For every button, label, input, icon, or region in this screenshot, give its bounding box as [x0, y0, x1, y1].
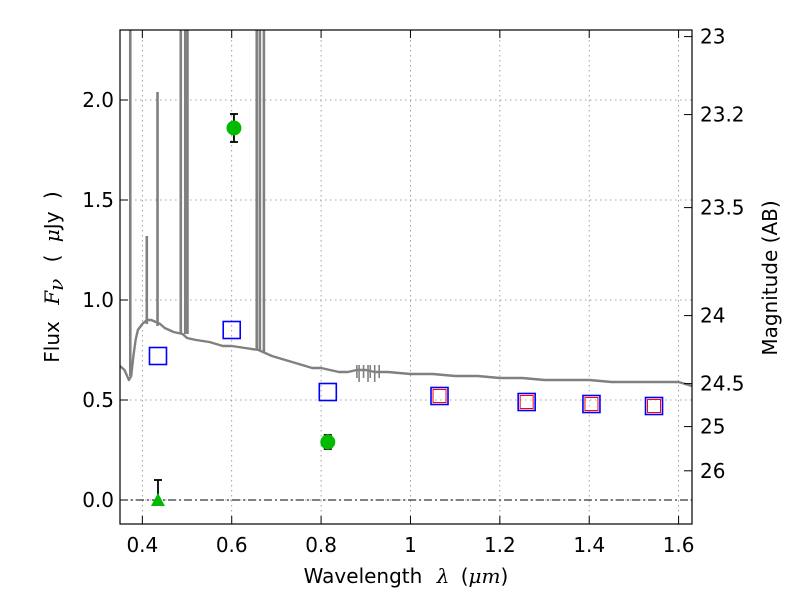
- plot-frame: [119, 29, 693, 525]
- y-axis-title-unit-greek: μ: [40, 229, 64, 242]
- plot-markers: [148, 113, 664, 506]
- x-axis-title-symbol: λ: [436, 564, 450, 588]
- model-photometry-red-point: [584, 397, 599, 411]
- y-axis-title: Flux Fν ( μJy ): [40, 191, 68, 362]
- x-tick-label: 0.6: [216, 533, 248, 557]
- detection-point: [226, 120, 242, 136]
- y-axis-title-subscript: ν: [44, 279, 68, 291]
- y-axis-title-paren-open: (: [40, 255, 64, 263]
- y-axis-title-symbol: F: [40, 290, 64, 306]
- model-photometry-blue-point: [318, 382, 338, 402]
- y-axis-title-text: Flux: [40, 321, 64, 363]
- y2-tick-label: 24.5: [700, 372, 745, 396]
- y2-tick-label: 23: [700, 25, 725, 49]
- model-photometry-blue-point: [430, 386, 449, 406]
- upper-limit-point: [150, 493, 165, 506]
- x-axis-title-text: Wavelength: [304, 564, 423, 588]
- y-tick-label: 2.0: [82, 88, 114, 112]
- x-axis-title-paren-close: ): [501, 564, 509, 588]
- x-tick-label: 1.4: [573, 533, 605, 557]
- plot-series: [119, 30, 693, 388]
- x-tick-label: 1.6: [663, 533, 695, 557]
- detection-point: [320, 434, 336, 450]
- y-tick-label: 0.0: [82, 488, 114, 512]
- model-photometry-blue-point: [582, 394, 601, 414]
- axis-ticks: 0.4 0.6 0.8 1 1.2 1.4 1.6 0.0 0.5 1.0 1.5 2.0 23 23.2…: [82, 25, 744, 557]
- y2-tick-label: 24: [700, 304, 725, 328]
- model-photometry-red-point: [647, 399, 662, 413]
- y2-axis-title: Magnitude (AB): [758, 200, 782, 355]
- y2-tick-label: 23.2: [700, 103, 745, 127]
- x-axis-title-paren-open: (: [461, 564, 469, 588]
- y-axis-title-unit: Jy: [40, 211, 64, 231]
- grid: [120, 30, 692, 524]
- y-tick-label: 1.5: [82, 188, 114, 212]
- x-axis-title-unit: μm: [469, 564, 501, 588]
- model-photometry-blue-point: [148, 346, 168, 366]
- y-axis-title-paren-close: ): [40, 191, 64, 199]
- x-tick-label: 0.8: [305, 533, 337, 557]
- x-tick-label: 1.2: [484, 533, 516, 557]
- x-tick-label: 1: [404, 533, 417, 557]
- x-axis-title: Wavelength λ (μm): [304, 564, 509, 588]
- y2-tick-label: 25: [700, 415, 725, 439]
- model-photometry-red-point: [519, 395, 534, 409]
- y-tick-label: 0.5: [82, 388, 114, 412]
- x-tick-label: 0.4: [126, 533, 158, 557]
- y-tick-label: 1.0: [82, 288, 114, 312]
- model-photometry-red-point: [432, 389, 447, 403]
- y2-tick-label: 23.5: [700, 196, 745, 220]
- model-photometry-blue-point: [222, 320, 242, 340]
- y2-tick-label: 26: [700, 459, 725, 483]
- model-photometry-blue-point: [644, 396, 664, 416]
- sed-model-line: [119, 318, 693, 388]
- model-photometry-blue-point: [517, 392, 536, 412]
